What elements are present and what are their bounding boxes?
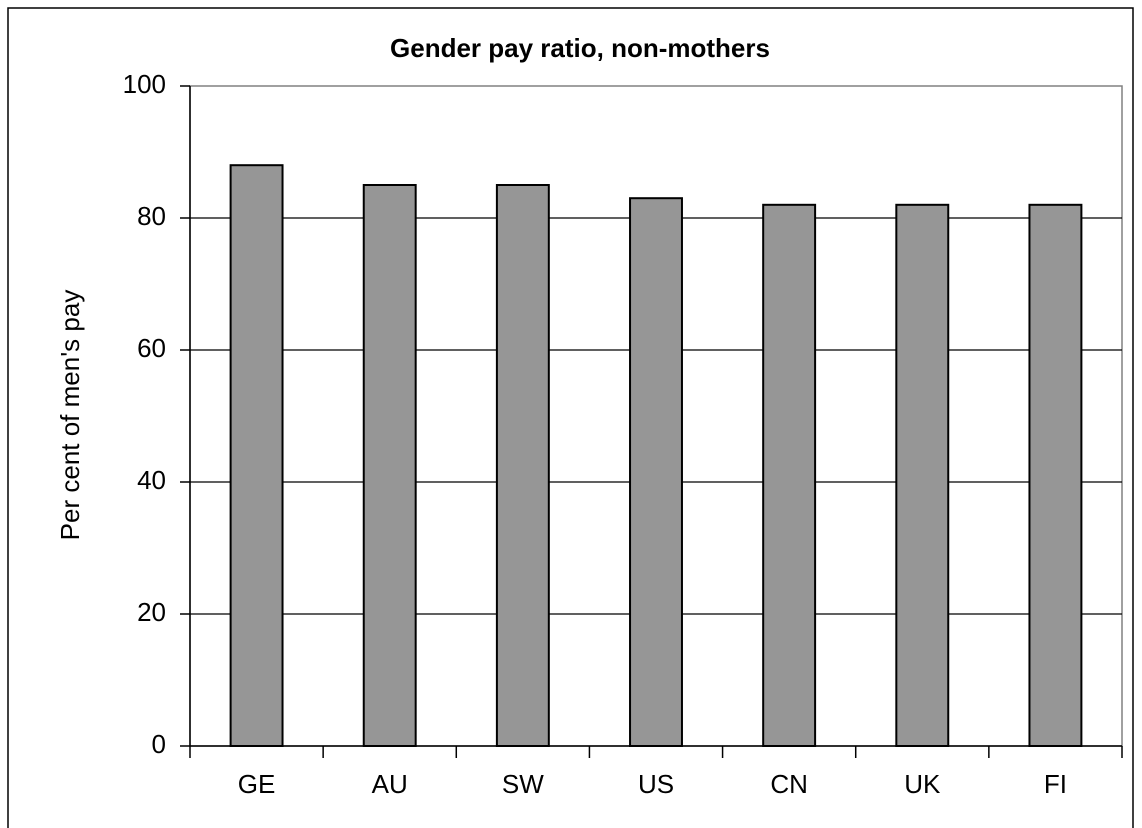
chart-title: Gender pay ratio, non-mothers — [390, 33, 770, 63]
y-axis-label: Per cent of men's pay — [55, 290, 85, 541]
bar — [895, 203, 950, 748]
y-tick-label: 60 — [137, 333, 166, 363]
bar — [762, 203, 817, 748]
bar — [1028, 203, 1083, 748]
x-tick-label: US — [638, 769, 674, 799]
bar — [629, 197, 683, 747]
x-tick-label: UK — [904, 769, 941, 799]
bar — [229, 164, 284, 747]
x-tick-label: GE — [238, 769, 276, 799]
x-tick-label: SW — [502, 769, 544, 799]
bar — [495, 184, 550, 747]
bar — [362, 184, 417, 747]
x-tick-label: AU — [372, 769, 408, 799]
y-tick-label: 80 — [137, 201, 166, 231]
y-tick-label: 100 — [123, 69, 166, 99]
y-tick-label: 40 — [137, 465, 166, 495]
x-tick-label: CN — [770, 769, 808, 799]
x-tick-label: FI — [1044, 769, 1067, 799]
y-tick-label: 20 — [137, 597, 166, 627]
y-tick-label: 0 — [152, 729, 166, 759]
